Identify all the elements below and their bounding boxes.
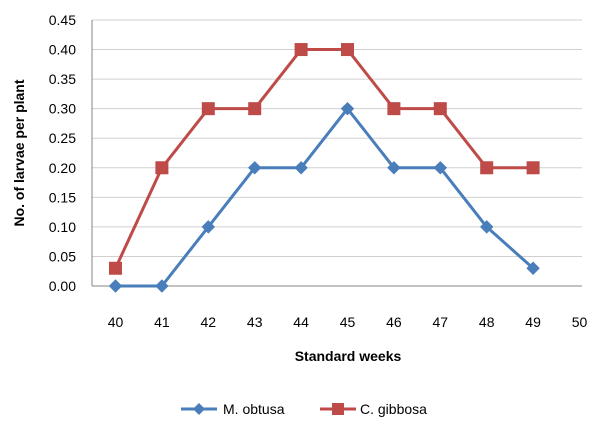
- x-tick-label: 41: [154, 314, 170, 330]
- y-tick-label: 0.25: [49, 130, 76, 146]
- data-point-square: [201, 102, 215, 116]
- legend-marker-square: [332, 403, 344, 415]
- x-axis-title: Standard weeks: [295, 348, 402, 364]
- legend: M. obtusa C. gibbosa: [181, 401, 427, 417]
- data-point-diamond: [201, 220, 216, 234]
- data-point-square: [526, 161, 540, 175]
- x-tick-label: 49: [525, 314, 541, 330]
- data-point-diamond: [108, 279, 123, 293]
- data-point-diamond: [433, 161, 448, 175]
- y-tick-label: 0.10: [49, 219, 76, 235]
- y-tick-label: 0.40: [49, 42, 76, 58]
- x-tick-label: 42: [201, 314, 217, 330]
- y-tick-label: 0.35: [49, 71, 76, 87]
- data-point-square: [480, 161, 494, 175]
- y-axis-ticks: 0.00 0.05 0.10 0.15 0.20 0.25 0.30 0.35 0.40 0.45: [49, 12, 76, 294]
- data-point-square: [294, 43, 308, 57]
- x-tick-label: 48: [479, 314, 495, 330]
- y-tick-label: 0.05: [49, 248, 76, 264]
- x-tick-label: 50: [572, 314, 588, 330]
- data-point-square: [155, 161, 169, 175]
- x-tick-label: 46: [386, 314, 402, 330]
- data-point-diamond: [294, 161, 308, 175]
- y-tick-label: 0.20: [49, 160, 76, 176]
- x-tick-label: 45: [340, 314, 356, 330]
- legend-marker-diamond: [193, 403, 205, 415]
- y-tick-label: 0.30: [49, 101, 76, 117]
- data-point-square: [109, 261, 122, 275]
- y-axis-title: No. of larvae per plant: [11, 79, 27, 226]
- data-point-diamond: [247, 161, 262, 175]
- data-point-diamond: [155, 279, 169, 293]
- x-axis-ticks: 40 41 42 43 44 45 46 47 48 49 50: [108, 314, 588, 330]
- data-point-square: [387, 102, 401, 116]
- legend-label: M. obtusa: [223, 401, 285, 417]
- y-tick-label: 0.45: [49, 12, 76, 28]
- legend-label: C. gibbosa: [360, 401, 427, 417]
- data-point-diamond: [479, 220, 494, 234]
- data-point-diamond: [526, 261, 540, 275]
- series-group: [108, 43, 540, 293]
- y-tick-label: 0.15: [49, 189, 76, 205]
- series-line-2: [114, 48, 534, 269]
- x-tick-label: 44: [293, 314, 309, 330]
- x-tick-label: 43: [247, 314, 263, 330]
- data-point-diamond: [340, 101, 355, 116]
- data-point-square: [433, 102, 447, 116]
- data-point-diamond: [387, 161, 401, 175]
- y-tick-label: 0.00: [49, 278, 76, 294]
- x-tick-label: 47: [433, 314, 449, 330]
- x-tick-label: 40: [108, 314, 124, 330]
- series-line-1: [115, 107, 535, 288]
- data-point-square: [341, 43, 354, 57]
- data-point-square: [248, 102, 262, 116]
